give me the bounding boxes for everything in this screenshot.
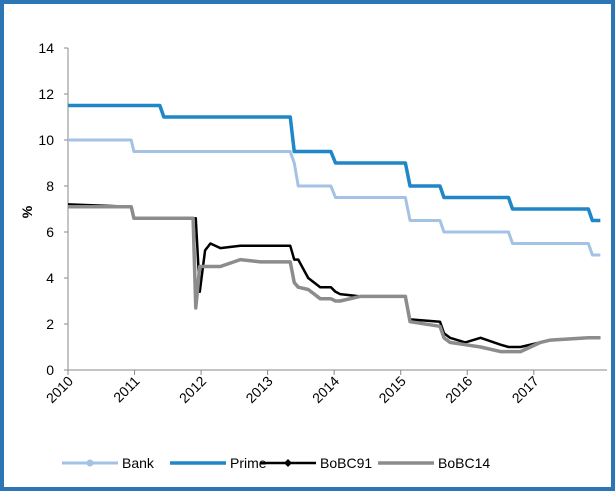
legend-marker	[86, 459, 94, 467]
series-line	[68, 138, 601, 257]
y-tick-label: 4	[46, 270, 54, 286]
legend-label: BoBC14	[438, 455, 490, 471]
y-tick-label: 12	[38, 86, 54, 102]
y-tick-label: 2	[46, 316, 54, 332]
y-axis-label: %	[19, 205, 35, 218]
series-line	[67, 203, 601, 349]
y-tick-label: 14	[38, 40, 54, 56]
y-tick-label: 10	[38, 132, 54, 148]
legend-label: Bank	[122, 455, 155, 471]
y-tick-label: 6	[46, 224, 54, 240]
y-tick-label: 8	[46, 178, 54, 194]
legend-marker	[284, 459, 292, 467]
series-line	[68, 103, 601, 223]
legend-label: Prime	[230, 455, 267, 471]
legend-label: BoBC91	[320, 455, 372, 471]
y-tick-label: 0	[46, 362, 54, 378]
series-line	[68, 204, 601, 354]
